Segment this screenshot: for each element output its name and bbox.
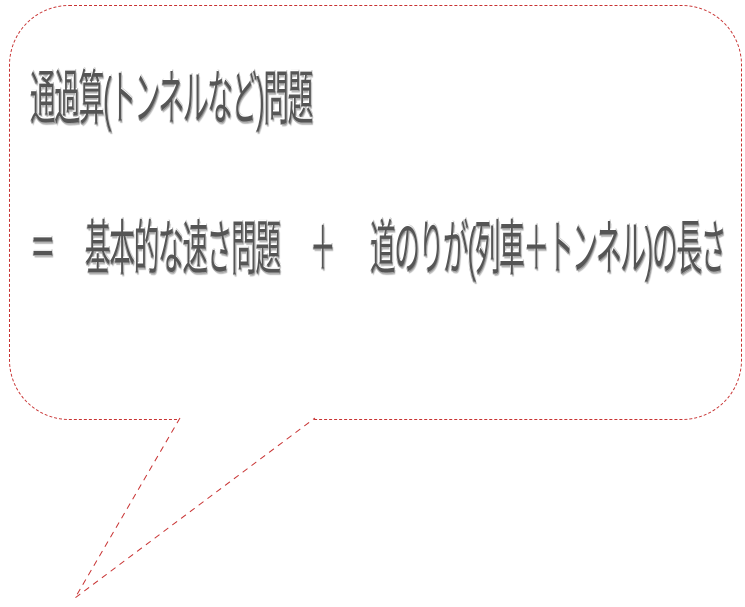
callout-equals: ＝ (30, 200, 54, 286)
callout-title: 通過算(トンネルなど)問題 (30, 50, 312, 136)
callout-part2: 道のりが(列車＋トンネル)の長さ (370, 200, 725, 286)
callout-plus: ＋ (310, 200, 334, 286)
callout-part1: 基本的な速さ問題 (85, 200, 280, 286)
